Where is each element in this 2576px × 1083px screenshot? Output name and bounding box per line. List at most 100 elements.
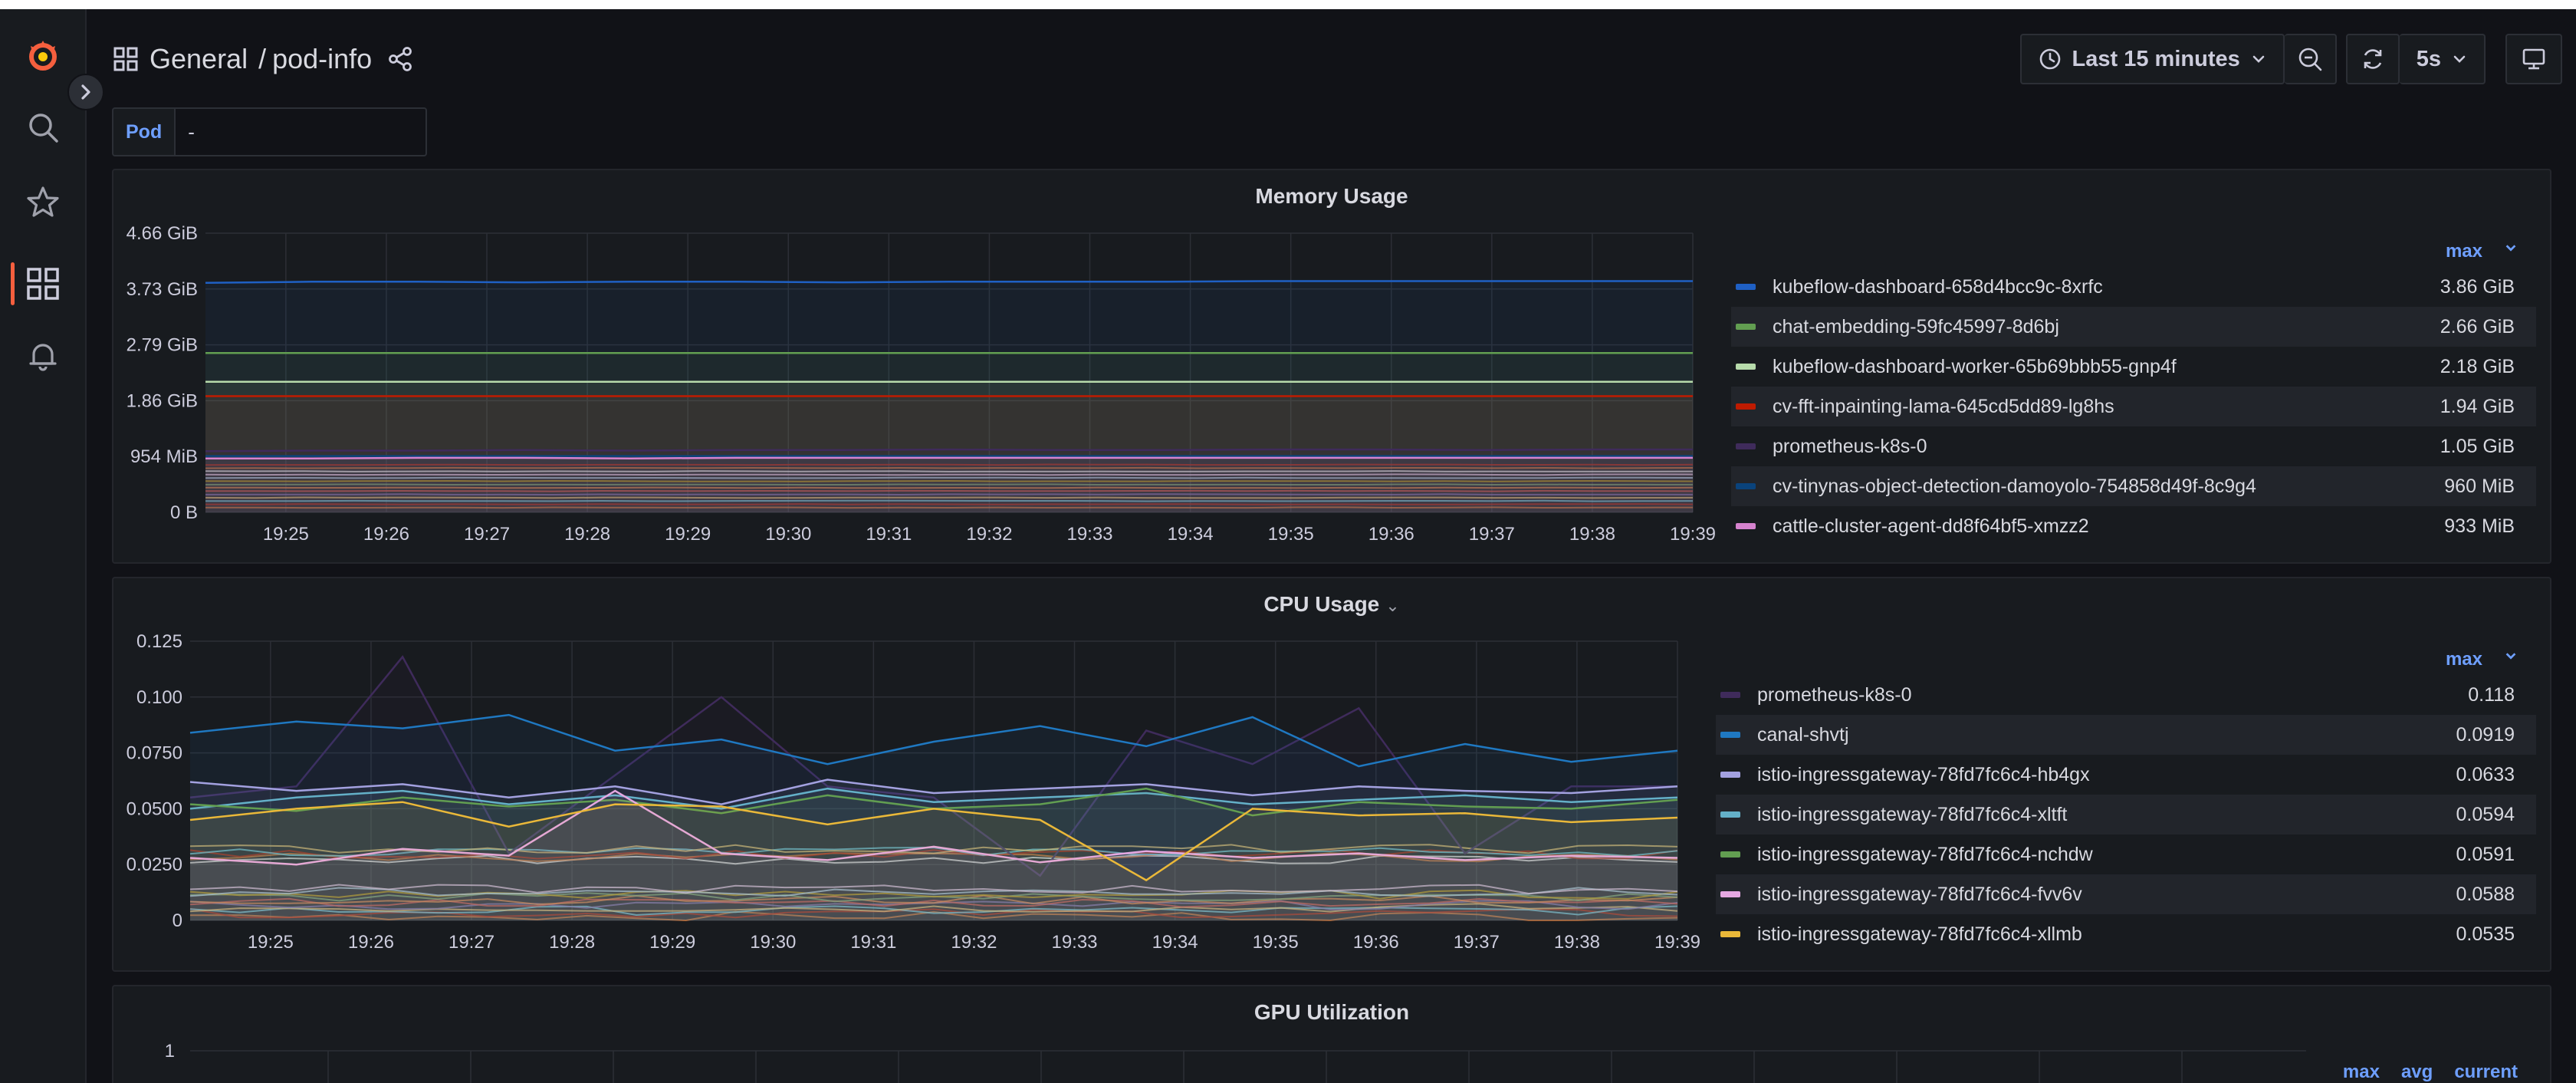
series-area	[205, 456, 1693, 512]
search-icon[interactable]	[21, 106, 64, 149]
panel-title[interactable]: CPU Usage ⌄	[1263, 592, 1400, 616]
legend-series-max: 0.0591	[2456, 843, 2515, 865]
chevron-right-icon	[81, 84, 90, 100]
background-series-line	[205, 486, 1694, 489]
x-tick-label: 19:33	[1066, 524, 1112, 545]
legend-color-swatch	[1736, 364, 1756, 370]
background-series-line	[205, 479, 1694, 482]
legend-color-swatch	[1736, 284, 1756, 290]
y-tick-label: 0	[172, 910, 182, 931]
series-area	[190, 657, 1677, 920]
legend-color-swatch	[1720, 732, 1740, 738]
legend-item[interactable]: canal-shvtj 0.0919	[1716, 715, 2536, 755]
time-range-picker[interactable]: Last 15 minutes	[2019, 34, 2285, 84]
grafana-logo-icon[interactable]	[21, 34, 64, 77]
memory-legend: max kubeflow-dashboard-658d4bcc9c-8xrfc 3…	[1731, 238, 2536, 560]
panel-title[interactable]: GPU Utilization	[1254, 1000, 1410, 1024]
legend-sort-max[interactable]: max	[2446, 649, 2518, 670]
x-tick-label: 19:26	[348, 932, 394, 953]
breadcrumb-folder[interactable]: General	[150, 43, 248, 74]
refresh-interval-picker[interactable]: 5s	[2399, 34, 2486, 84]
variable-pod: Pod -	[112, 107, 428, 156]
series-line	[205, 280, 1693, 285]
x-tick-label: 19:32	[966, 524, 1012, 545]
legend-series-max: 2.66 GiB	[2440, 315, 2515, 337]
legend-series-name: kubeflow-dashboard-worker-65b69bbb55-gnp…	[1773, 355, 2177, 377]
legend-series-name: istio-ingressgateway-78fd7fc6c4-fvv6v	[1757, 883, 2082, 905]
legend-item[interactable]: cattle-cluster-agent-dd8f64bf5-xmzz2 933 …	[1731, 506, 2536, 546]
series-area	[190, 791, 1677, 920]
x-tick-label: 19:26	[363, 524, 409, 545]
background-series-line	[189, 889, 1678, 900]
series-area	[205, 449, 1693, 512]
expand-sidebar-button[interactable]	[67, 74, 104, 110]
legend-item[interactable]: istio-ingressgateway-78fd7fc6c4-fvv6v 0.0…	[1716, 874, 2536, 914]
refresh-button[interactable]	[2345, 34, 2400, 84]
cpu-usage-chart[interactable]: 0 0.0250 0.0500 0.0750 0.100 0.125 19:25 19:26 1…	[113, 624, 1708, 962]
panel-title[interactable]: Memory Usage	[1255, 184, 1408, 208]
legend-item[interactable]: chat-embedding-59fc45997-8d6bj 2.66 GiB	[1731, 307, 2536, 347]
legend-series-name: cattle-cluster-agent-dd8f64bf5-xmzz2	[1773, 515, 2089, 537]
legend-item[interactable]: kubeflow-dashboard-worker-65b69bbb55-gnp…	[1731, 347, 2536, 387]
y-tick-label: 0.100	[136, 687, 182, 708]
x-tick-label: 19:34	[1152, 932, 1198, 953]
variable-pod-select[interactable]: -	[176, 107, 428, 156]
x-tick-label: 19:32	[951, 932, 997, 953]
series-area	[190, 802, 1677, 920]
x-tick-label: 19:38	[1554, 932, 1600, 953]
legend-item[interactable]: istio-ingressgateway-78fd7fc6c4-xllmb 0.0…	[1716, 914, 2536, 954]
tv-mode-button[interactable]	[2505, 34, 2562, 84]
zoom-out-icon	[2298, 48, 2322, 71]
share-icon[interactable]	[387, 46, 413, 72]
x-tick-label: 19:39	[1670, 524, 1716, 545]
legend-series-name: canal-shvtj	[1757, 723, 1849, 746]
legend-series-max: 0.118	[2468, 683, 2515, 706]
dashboards-icon[interactable]	[21, 262, 64, 305]
memory-usage-chart[interactable]: 0 B 954 MiB 1.86 GiB 2.79 GiB 3.73 GiB 4.66 G…	[113, 216, 1723, 554]
gpu-legend-headers[interactable]: max avg current	[2343, 1062, 2518, 1083]
legend-sort-max[interactable]: max	[2446, 241, 2518, 262]
legend-item[interactable]: cv-fft-inpainting-lama-645cd5dd89-lg8hs 1…	[1731, 387, 2536, 426]
legend-header-max: max	[2342, 1062, 2380, 1082]
x-tick-label: 19:28	[549, 932, 595, 953]
background-series-line	[205, 493, 1694, 496]
gpu-utilization-chart[interactable]: 1	[113, 1032, 2337, 1083]
dashboard-grid-icon	[113, 47, 138, 71]
legend-color-swatch	[1736, 443, 1756, 449]
background-series-line	[205, 473, 1694, 476]
legend-series-max: 3.86 GiB	[2440, 275, 2515, 298]
legend-item[interactable]: cv-tinynas-object-detection-damoyolo-754…	[1731, 466, 2536, 506]
legend-item[interactable]: istio-ingressgateway-78fd7fc6c4-xltft 0.0…	[1716, 795, 2536, 834]
starred-icon[interactable]	[21, 181, 64, 224]
refresh-interval-label: 5s	[2416, 46, 2441, 71]
legend-item[interactable]: kubeflow-dashboard-658d4bcc9c-8xrfc 3.86 …	[1731, 267, 2536, 307]
series-area	[205, 457, 1693, 512]
legend-item[interactable]: prometheus-k8s-0 1.05 GiB	[1731, 426, 2536, 466]
x-tick-label: 19:25	[248, 932, 294, 953]
x-tick-label: 19:27	[464, 524, 510, 545]
legend-item[interactable]: istio-ingressgateway-78fd7fc6c4-nchdw 0.0…	[1716, 834, 2536, 874]
panel-gpu-utilization: GPU Utilization 1 max avg current	[112, 985, 2551, 1083]
legend-series-name: cv-fft-inpainting-lama-645cd5dd89-lg8hs	[1773, 395, 2114, 417]
legend-series-max: 933 MiB	[2444, 515, 2515, 537]
alerting-bell-icon[interactable]	[21, 334, 64, 377]
legend-color-swatch	[1720, 891, 1740, 897]
x-tick-label: 19:34	[1168, 524, 1214, 545]
background-series-line	[205, 466, 1694, 469]
legend-color-swatch	[1736, 324, 1756, 330]
legend-series-name: istio-ingressgateway-78fd7fc6c4-nchdw	[1757, 843, 2093, 865]
legend-item[interactable]: prometheus-k8s-0 0.118	[1716, 675, 2536, 715]
legend-color-swatch	[1736, 483, 1756, 489]
y-tick-label: 0.0250	[127, 854, 182, 875]
background-series-line	[189, 905, 1678, 917]
legend-color-swatch	[1720, 772, 1740, 778]
background-series-line	[205, 476, 1694, 479]
x-tick-label: 19:29	[649, 932, 695, 953]
legend-series-name: cv-tinynas-object-detection-damoyolo-754…	[1773, 475, 2256, 497]
background-series-line	[189, 849, 1678, 860]
time-range-label: Last 15 minutes	[2072, 46, 2240, 71]
zoom-out-button[interactable]	[2284, 34, 2337, 84]
legend-item[interactable]: istio-ingressgateway-78fd7fc6c4-hb4gx 0.0…	[1716, 755, 2536, 795]
dashboard-title[interactable]: pod-info	[272, 43, 373, 74]
legend-series-max: 0.0535	[2456, 923, 2515, 945]
